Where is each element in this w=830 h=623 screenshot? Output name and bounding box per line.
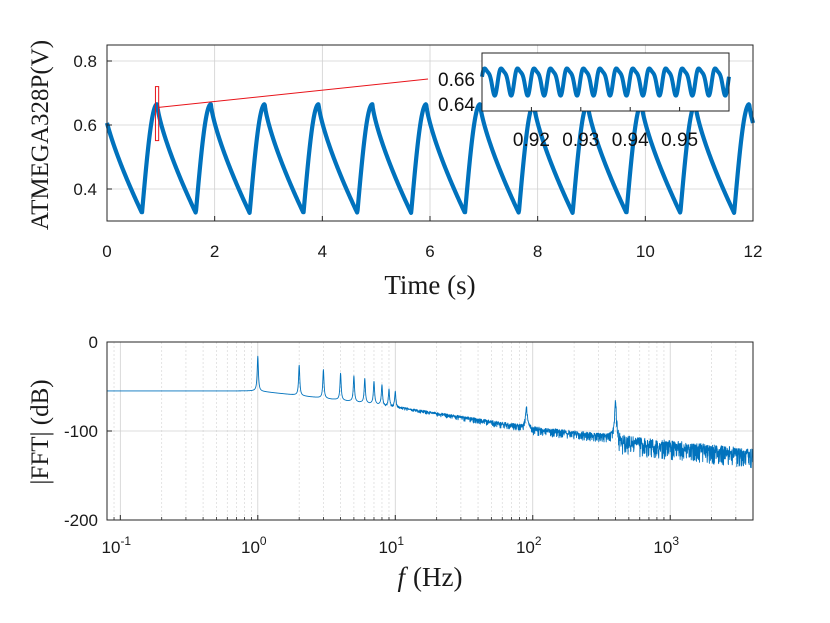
fft-tick-label: 0 <box>89 333 98 352</box>
voltage-plot: 0 2 4 6 8 10 120.40.60.8 0.92 0.93 0.94 0.950.640… <box>27 40 762 300</box>
frequency-tick-label: 101 <box>378 534 404 557</box>
inset-x-tick-label: 0.95 <box>661 130 698 151</box>
time-tick-label: 8 <box>533 242 542 261</box>
frequency-tick-exponent: 0 <box>260 534 267 548</box>
inset-y-tick-label: 0.64 <box>438 95 475 116</box>
frequency-tick-base: 10 <box>378 538 397 557</box>
time-tick-label: 12 <box>744 242 763 261</box>
voltage-tick-label: 0.4 <box>73 180 97 199</box>
time-tick-label: 4 <box>318 242 327 261</box>
inset-plot: 0.92 0.93 0.94 0.95 0.64 0.66 <box>438 52 731 151</box>
frequency-tick-label: 100 <box>241 534 267 557</box>
voltage-ticks: 0 2 4 6 8 10 12 0.4 0.6 0.8 <box>73 52 762 261</box>
frequency-tick-label: 102 <box>516 534 542 557</box>
frequency-tick-label: 10-1 <box>102 534 132 557</box>
time-tick-label: 10 <box>636 242 655 261</box>
frequency-tick-exponent: 3 <box>672 534 679 548</box>
inset-x-tick-label: 0.93 <box>562 130 599 151</box>
frequency-tick-base: 10 <box>653 538 672 557</box>
fft-tick-label: -100 <box>64 422 98 441</box>
fft-series-path <box>106 355 754 469</box>
spectrum-series-line <box>106 355 754 469</box>
inset-x-tick-label: 0.94 <box>612 130 649 151</box>
voltage-tick-label: 0.8 <box>73 52 97 71</box>
inset-y-tick-label: 0.66 <box>438 70 475 91</box>
spectrum-axes-frame <box>106 341 754 521</box>
voltage-axis-label: ATMEGA328P(V) <box>27 40 54 230</box>
frequency-tick-exponent: -1 <box>120 534 131 548</box>
voltage-tick-label: 0.6 <box>73 116 97 135</box>
voltage-axes-frame <box>106 44 754 222</box>
fft-axis-label: |FFT| (dB) <box>27 379 54 484</box>
frequency-symbol: f <box>398 562 409 592</box>
frequency-unit: (Hz) <box>413 562 462 592</box>
zoom-annotation <box>154 78 429 142</box>
frequency-tick-base: 10 <box>516 538 535 557</box>
fft-tick-label: -200 <box>64 511 98 530</box>
frequency-tick-exponent: 1 <box>397 534 404 548</box>
frequency-axis-label: f (Hz) <box>398 562 463 592</box>
inset-series-path <box>480 66 731 98</box>
time-tick-label: 0 <box>102 242 111 261</box>
frequency-tick-exponent: 2 <box>535 534 542 548</box>
zoom-box <box>154 86 160 142</box>
inset-x-tick-label: 0.92 <box>513 130 550 151</box>
frequency-tick-base: 10 <box>241 538 260 557</box>
frequency-tick-base: 10 <box>102 538 121 557</box>
voltage-series-path <box>104 102 756 215</box>
frequency-tick-label: 103 <box>653 534 679 557</box>
time-tick-label: 6 <box>425 242 434 261</box>
zoom-connector-line <box>158 78 429 108</box>
time-axis-label: Time (s) <box>384 270 475 300</box>
inset-frame <box>481 52 730 112</box>
time-tick-label: 2 <box>210 242 219 261</box>
